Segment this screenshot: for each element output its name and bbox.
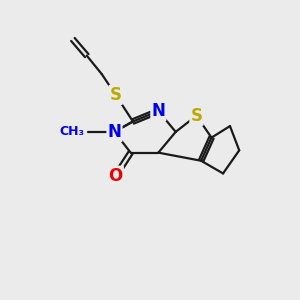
Text: CH₃: CH₃ [59,125,85,138]
Text: S: S [190,107,202,125]
Text: N: N [152,102,165,120]
Text: N: N [107,123,122,141]
Text: O: O [109,167,123,185]
Text: S: S [110,86,122,104]
